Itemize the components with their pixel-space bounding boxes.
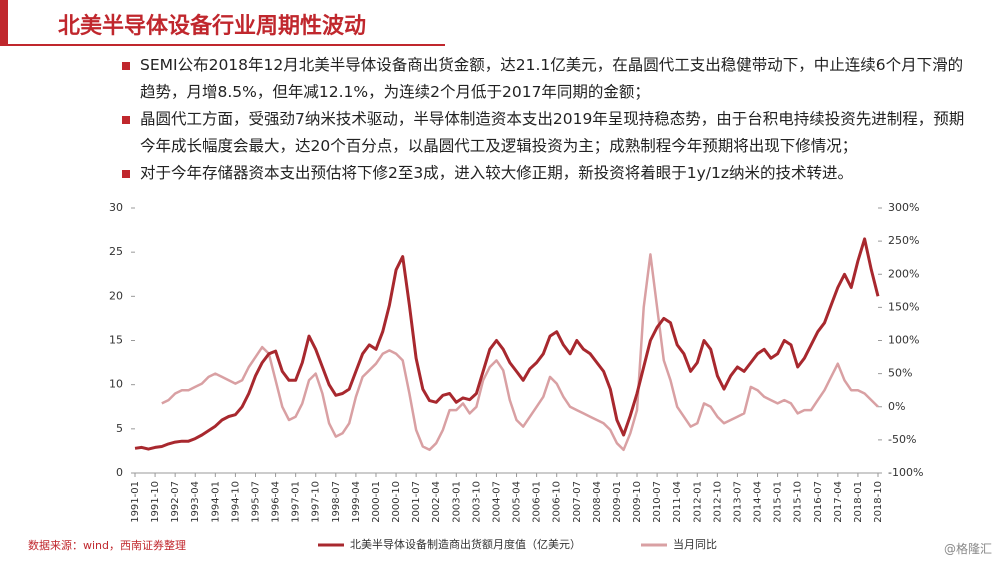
title-rule <box>0 44 445 46</box>
x-tick-label: 1994-10 <box>230 481 241 523</box>
x-tick-label: 2005-04 <box>512 481 523 523</box>
x-tick-label: 2006-01 <box>532 481 543 523</box>
x-tick-label: 1998-07 <box>331 481 342 523</box>
x-tick-label: 2003-10 <box>471 481 482 523</box>
x-tick-label: 2018-01 <box>853 481 864 523</box>
x-tick-label: 1997-10 <box>311 481 322 523</box>
bullet: SEMI公布2018年12月北美半导体设备商出货金额，达21.1亿美元，在晶圆代… <box>120 52 970 106</box>
y-tick-label: 10 <box>109 378 123 391</box>
y2-tick-label: -100% <box>888 466 923 479</box>
y-tick-label: 0 <box>116 466 123 479</box>
slide-title: 北美半导体设备行业周期性波动 <box>58 14 367 39</box>
x-tick-label: 2004-07 <box>491 481 502 523</box>
series-line <box>161 253 879 452</box>
legend-label: 当月同比 <box>673 537 717 551</box>
source-note: 数据来源：wind，西南证券整理 <box>28 539 187 552</box>
x-tick-label: 2013-07 <box>732 481 743 523</box>
series-line <box>134 237 880 451</box>
y-tick-label: 15 <box>109 334 123 347</box>
y2-tick-label: 250% <box>888 234 919 247</box>
x-tick-label: 1994-01 <box>210 481 221 523</box>
y-tick-label: 20 <box>109 289 123 302</box>
x-tick-label: 1996-04 <box>271 481 282 523</box>
x-tick-label: 2018-10 <box>873 481 884 523</box>
x-tick-label: 1993-04 <box>190 481 201 523</box>
x-tick-label: 2000-01 <box>371 481 382 523</box>
y2-tick-label: 200% <box>888 267 919 280</box>
y2-tick-label: 100% <box>888 334 919 347</box>
y2-tick-label: 150% <box>888 300 919 313</box>
x-tick-label: 1991-01 <box>130 481 141 523</box>
x-tick-label: 2000-10 <box>391 481 402 523</box>
x-tick-label: 2009-01 <box>612 481 623 523</box>
y-tick-label: 30 <box>109 201 123 214</box>
x-tick-label: 2010-07 <box>652 481 663 523</box>
x-tick-label: 2009-10 <box>632 481 643 523</box>
bullet: 晶圆代工方面，受强劲7纳米技术驱动，半导体制造资本支出2019年呈现持稳态势，由… <box>120 106 970 160</box>
bullet: 对于今年存储器资本支出预估将下修2至3成，进入较大修正期，新投资将着眼于1y/1… <box>120 160 970 187</box>
x-tick-label: 2014-04 <box>753 481 764 523</box>
x-tick-label: 2011-04 <box>672 481 683 523</box>
x-tick-label: 1995-07 <box>250 481 261 523</box>
y2-tick-label: 300% <box>888 201 919 214</box>
x-tick-label: 2012-10 <box>712 481 723 523</box>
x-tick-label: 1999-04 <box>351 481 362 523</box>
y2-tick-label: -50% <box>888 433 916 446</box>
title-bar <box>0 0 8 44</box>
x-tick-label: 2012-01 <box>692 481 703 523</box>
x-tick-label: 1992-07 <box>170 481 181 523</box>
x-tick-label: 2001-07 <box>411 481 422 523</box>
x-tick-label: 1991-10 <box>150 481 161 523</box>
x-tick-label: 2015-01 <box>773 481 784 523</box>
x-tick-label: 2002-04 <box>431 481 442 523</box>
x-tick-label: 2006-10 <box>552 481 563 523</box>
y2-tick-label: 50% <box>888 367 912 380</box>
bullet-list: SEMI公布2018年12月北美半导体设备商出货金额，达21.1亿美元，在晶圆代… <box>120 52 970 187</box>
y-tick-label: 25 <box>109 245 123 258</box>
y2-tick-label: 0% <box>888 400 905 413</box>
x-tick-label: 2016-07 <box>813 481 824 523</box>
x-tick-label: 2003-01 <box>451 481 462 523</box>
x-tick-label: 2017-04 <box>833 481 844 523</box>
x-tick-label: 2007-07 <box>572 481 583 523</box>
watermark: @格隆汇 <box>943 542 992 556</box>
x-tick-label: 2015-10 <box>793 481 804 523</box>
x-tick-label: 2008-04 <box>592 481 603 523</box>
y-tick-label: 5 <box>116 422 123 435</box>
legend-label: 北美半导体设备制造商出货额月度值（亿美元） <box>350 537 581 551</box>
x-tick-label: 1997-01 <box>291 481 302 523</box>
